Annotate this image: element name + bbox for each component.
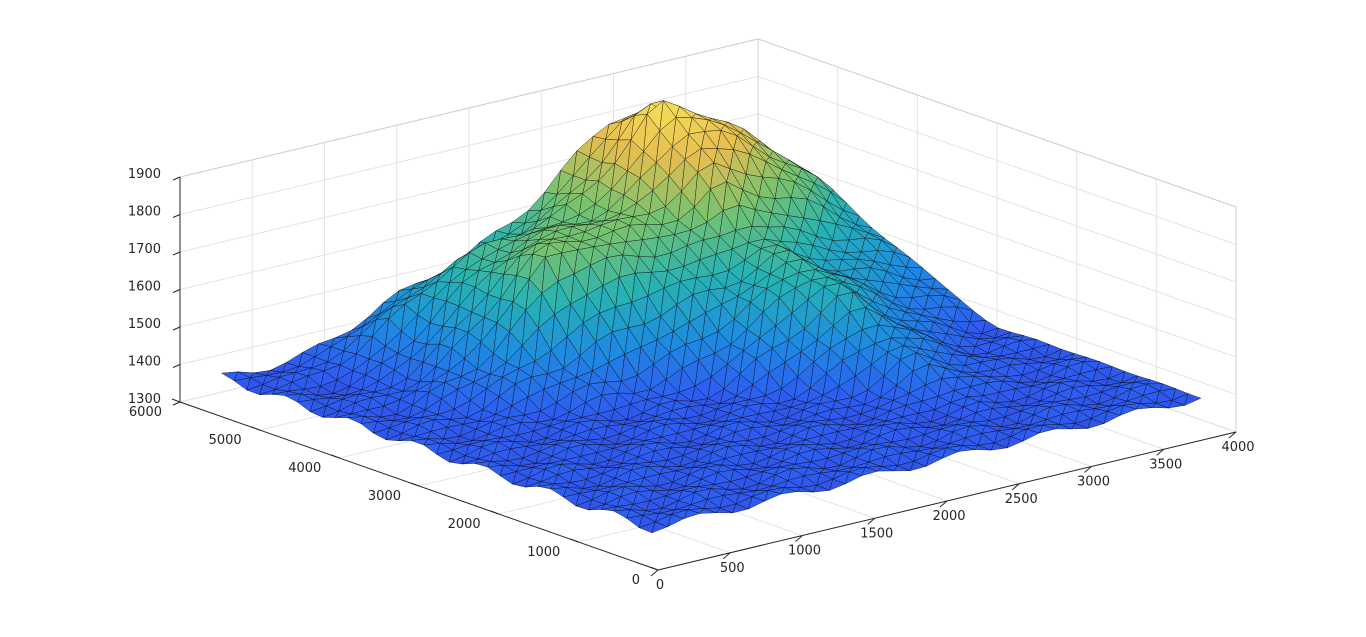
- z-tick-label: 1500: [128, 317, 161, 332]
- y-tick: [251, 426, 260, 431]
- z-tick-label: 1300: [128, 392, 161, 407]
- y-tick: [410, 482, 420, 487]
- x-tick: [939, 500, 948, 508]
- y-tick: [649, 566, 659, 571]
- x-tick: [1156, 448, 1165, 456]
- y-tick-label: 6000: [129, 405, 162, 420]
- z-tick: [172, 364, 181, 368]
- x-tick-label: 3000: [1077, 475, 1110, 490]
- x-tick-label: 1500: [860, 526, 893, 541]
- y-tick-label: 2000: [448, 517, 481, 532]
- x-tick: [867, 517, 876, 525]
- x-tick: [650, 569, 659, 577]
- z-tick: [172, 401, 181, 406]
- x-tick-label: 3500: [1149, 457, 1182, 472]
- x-tick-label: 500: [720, 561, 745, 576]
- z-tick-label: 1800: [128, 205, 161, 220]
- z-tick: [172, 176, 181, 181]
- z-tick-label: 1700: [128, 242, 161, 257]
- y-tick-label: 3000: [368, 489, 401, 504]
- x-tick: [1011, 483, 1020, 491]
- y-tick: [570, 538, 579, 543]
- y-tick: [331, 454, 340, 459]
- surface-facet: [1184, 393, 1202, 406]
- y-tick-label: 5000: [209, 433, 242, 448]
- y-tick: [490, 510, 499, 515]
- x-tick: [1084, 466, 1092, 473]
- x-tick: [1228, 431, 1237, 439]
- y-axis-ticks: 0 1000 2000 3000 4000 5000 6000: [129, 398, 659, 588]
- x-tick-label: 1000: [788, 544, 821, 559]
- x-tick: [795, 535, 803, 542]
- x-tick-label: 0: [656, 578, 664, 593]
- y-tick-label: 1000: [527, 545, 560, 560]
- y-tick: [171, 398, 181, 403]
- z-tick: [172, 251, 181, 256]
- z-axis-ticks: 1300 1400 1500 1600 1700 1800 1900: [128, 167, 181, 407]
- terrain-surface: [220, 100, 1202, 534]
- x-tick: [722, 552, 731, 560]
- z-tick-label: 1600: [128, 280, 161, 295]
- z-tick: [172, 326, 181, 331]
- z-tick-label: 1900: [128, 167, 161, 182]
- z-tick: [172, 214, 181, 218]
- y-tick-label: 4000: [288, 461, 321, 476]
- box-edge: [179, 38, 759, 178]
- z-tick-label: 1400: [128, 355, 161, 370]
- x-axis-ticks: 0 500 1000 1500 2000 2500 3000 3500 4000: [650, 431, 1255, 593]
- x-tick-label: 2000: [932, 509, 965, 524]
- x-tick-label: 2500: [1005, 492, 1038, 507]
- box-edge: [757, 38, 1237, 208]
- x-tick-label: 4000: [1221, 440, 1254, 455]
- y-tick-label: 0: [632, 573, 640, 588]
- z-tick: [172, 289, 181, 293]
